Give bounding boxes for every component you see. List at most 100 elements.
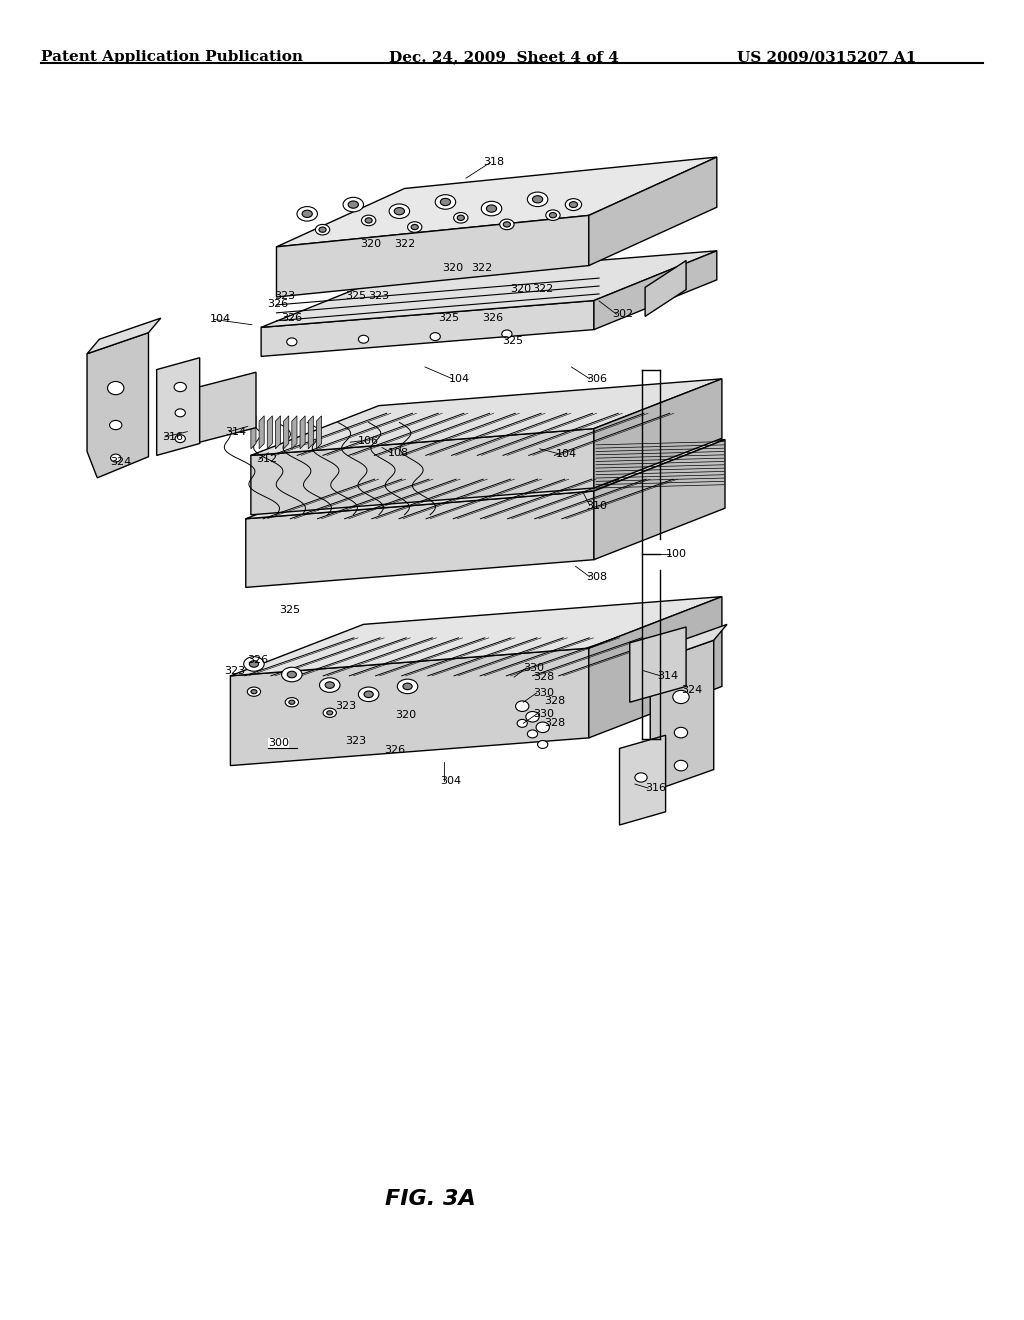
Polygon shape (251, 416, 256, 449)
Text: 300: 300 (268, 738, 290, 748)
Ellipse shape (289, 700, 295, 705)
Text: US 2009/0315207 A1: US 2009/0315207 A1 (737, 50, 916, 65)
Text: Dec. 24, 2009  Sheet 4 of 4: Dec. 24, 2009 Sheet 4 of 4 (389, 50, 618, 65)
Polygon shape (630, 627, 686, 702)
Text: 323: 323 (274, 290, 296, 301)
Polygon shape (230, 597, 722, 676)
Polygon shape (276, 215, 589, 297)
Ellipse shape (430, 333, 440, 341)
Text: 324: 324 (681, 685, 702, 696)
Ellipse shape (315, 224, 330, 235)
Text: 310: 310 (586, 500, 607, 511)
Ellipse shape (302, 210, 312, 218)
Text: 106: 106 (357, 436, 379, 446)
Ellipse shape (251, 689, 257, 694)
Text: 326: 326 (384, 744, 406, 755)
Ellipse shape (481, 201, 502, 215)
Polygon shape (645, 260, 686, 317)
Ellipse shape (486, 205, 497, 213)
Ellipse shape (175, 409, 185, 417)
Ellipse shape (358, 335, 369, 343)
Text: 306: 306 (586, 374, 607, 384)
Polygon shape (261, 251, 717, 327)
Text: 100: 100 (666, 549, 687, 560)
Polygon shape (300, 416, 305, 449)
Ellipse shape (343, 198, 364, 213)
Ellipse shape (527, 191, 548, 206)
Polygon shape (620, 735, 666, 825)
Ellipse shape (297, 206, 317, 222)
Ellipse shape (287, 672, 297, 677)
Text: 322: 322 (394, 239, 416, 249)
Ellipse shape (516, 701, 528, 711)
Polygon shape (267, 416, 272, 449)
Text: 314: 314 (657, 671, 679, 681)
Ellipse shape (412, 224, 419, 230)
Ellipse shape (110, 420, 122, 430)
Polygon shape (594, 379, 722, 488)
Polygon shape (308, 416, 313, 449)
Text: 302: 302 (612, 309, 634, 319)
Polygon shape (276, 157, 717, 247)
Ellipse shape (394, 207, 404, 215)
Polygon shape (200, 372, 256, 442)
Ellipse shape (285, 697, 299, 708)
Ellipse shape (537, 722, 549, 733)
Ellipse shape (538, 741, 548, 748)
Ellipse shape (287, 338, 297, 346)
Text: 322: 322 (471, 263, 493, 273)
Polygon shape (275, 416, 281, 449)
Text: 322: 322 (532, 284, 554, 294)
Ellipse shape (111, 454, 121, 462)
Text: 330: 330 (534, 709, 555, 719)
Text: 326: 326 (247, 655, 268, 665)
Ellipse shape (532, 195, 543, 203)
Text: 320: 320 (395, 710, 417, 721)
Text: 104: 104 (449, 374, 470, 384)
Ellipse shape (324, 708, 336, 718)
Ellipse shape (282, 668, 302, 681)
Ellipse shape (673, 690, 689, 704)
Text: Patent Application Publication: Patent Application Publication (41, 50, 303, 65)
Ellipse shape (635, 774, 647, 781)
Text: 308: 308 (586, 572, 607, 582)
Text: 316: 316 (645, 783, 667, 793)
Text: 104: 104 (556, 449, 578, 459)
Ellipse shape (500, 219, 514, 230)
Ellipse shape (565, 198, 582, 211)
Text: FIG. 3A: FIG. 3A (385, 1188, 475, 1209)
Polygon shape (261, 301, 594, 356)
Polygon shape (246, 440, 725, 519)
Text: 330: 330 (523, 663, 545, 673)
Ellipse shape (569, 202, 578, 207)
Ellipse shape (402, 684, 412, 689)
Ellipse shape (550, 213, 557, 218)
Polygon shape (259, 416, 264, 449)
Polygon shape (589, 597, 722, 738)
Text: 325: 325 (502, 335, 523, 346)
Polygon shape (87, 333, 148, 478)
Ellipse shape (175, 434, 185, 442)
Text: 304: 304 (440, 776, 462, 787)
Text: 320: 320 (510, 284, 531, 294)
Text: 104: 104 (210, 314, 231, 325)
Polygon shape (650, 640, 714, 792)
Ellipse shape (319, 227, 326, 232)
Text: 325: 325 (438, 313, 460, 323)
Polygon shape (284, 416, 289, 449)
Text: 328: 328 (534, 672, 555, 682)
Polygon shape (246, 491, 594, 587)
Ellipse shape (675, 760, 688, 771)
Polygon shape (292, 416, 297, 449)
Text: 326: 326 (282, 313, 303, 323)
Text: 326: 326 (267, 298, 289, 309)
Text: 323: 323 (224, 665, 246, 676)
Polygon shape (316, 416, 322, 449)
Ellipse shape (248, 686, 260, 697)
Ellipse shape (397, 678, 418, 694)
Polygon shape (594, 251, 717, 330)
Text: 328: 328 (544, 718, 565, 729)
Text: 323: 323 (369, 290, 390, 301)
Ellipse shape (250, 661, 258, 667)
Ellipse shape (502, 330, 512, 338)
